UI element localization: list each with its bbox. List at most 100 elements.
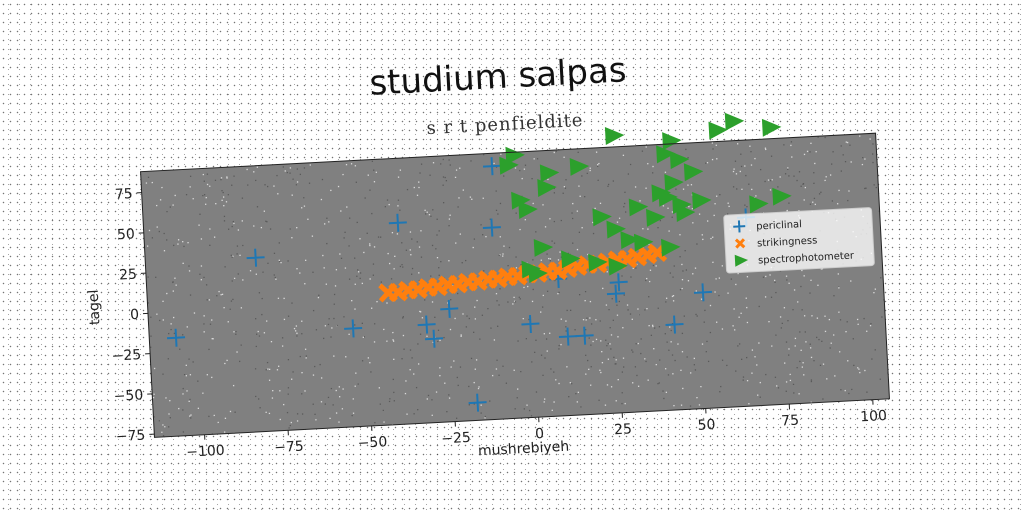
noise-speck [612, 180, 615, 182]
noise-speck [642, 228, 644, 230]
noise-speck [259, 407, 261, 409]
noise-speck [698, 213, 701, 215]
noise-speck [354, 385, 356, 387]
noise-speck [393, 391, 395, 394]
noise-speck [582, 318, 585, 321]
noise-speck [203, 194, 206, 196]
noise-speck [681, 287, 683, 290]
noise-speck [465, 326, 468, 328]
noise-speck [879, 378, 881, 380]
noise-speck [409, 249, 411, 251]
noise-speck [330, 387, 333, 390]
noise-speck [590, 366, 592, 368]
noise-speck [833, 295, 835, 297]
noise-speck [746, 205, 748, 208]
noise-speck [872, 161, 874, 164]
noise-speck [240, 344, 242, 346]
noise-speck [403, 348, 405, 350]
noise-speck [211, 376, 213, 379]
noise-speck [213, 414, 215, 417]
noise-speck [735, 370, 737, 372]
noise-speck [192, 198, 194, 200]
noise-speck [637, 308, 639, 310]
noise-speck [359, 272, 362, 274]
noise-speck [657, 382, 659, 385]
noise-speck [344, 231, 346, 234]
noise-speck [615, 359, 617, 361]
noise-speck [647, 379, 649, 381]
noise-speck [624, 191, 626, 194]
noise-speck [424, 299, 426, 301]
noise-speck [234, 411, 236, 413]
noise-speck [589, 167, 591, 169]
noise-speck [359, 277, 361, 280]
noise-speck [296, 181, 299, 183]
noise-speck [788, 348, 790, 350]
noise-speck [399, 265, 402, 268]
noise-speck [388, 262, 391, 265]
noise-speck [810, 142, 812, 145]
noise-speck [499, 202, 502, 205]
noise-speck [393, 358, 395, 361]
noise-speck [396, 233, 399, 235]
noise-speck [810, 279, 812, 281]
noise-speck [549, 258, 552, 260]
noise-speck [256, 206, 259, 208]
spectrophotometer-point [518, 201, 538, 219]
noise-speck [322, 254, 324, 257]
periclinal-point [167, 328, 186, 347]
noise-speck [693, 364, 696, 366]
noise-speck [172, 290, 174, 292]
noise-speck [507, 264, 509, 267]
noise-speck [627, 309, 629, 311]
noise-speck [616, 221, 619, 223]
noise-speck [483, 270, 485, 272]
noise-speck [402, 334, 405, 337]
noise-speck [271, 397, 274, 399]
noise-speck [664, 171, 667, 173]
noise-speck [499, 236, 501, 238]
noise-speck [615, 400, 617, 402]
noise-speck [265, 369, 267, 371]
noise-speck [450, 366, 452, 368]
noise-speck [658, 382, 660, 384]
noise-speck [187, 241, 189, 244]
noise-speck [706, 220, 709, 222]
noise-speck [535, 339, 537, 341]
noise-speck [182, 240, 184, 243]
noise-speck [726, 364, 728, 367]
noise-speck [200, 238, 203, 240]
noise-speck [394, 255, 396, 258]
noise-speck [846, 141, 849, 144]
noise-speck [711, 158, 714, 161]
noise-speck [287, 393, 289, 395]
noise-speck [255, 333, 258, 335]
noise-speck [702, 238, 704, 241]
noise-speck [485, 235, 487, 238]
noise-speck [237, 273, 239, 275]
noise-speck [830, 163, 833, 165]
noise-speck [688, 205, 690, 208]
noise-speck [558, 291, 560, 294]
noise-speck [601, 361, 604, 364]
noise-speck [802, 362, 804, 364]
noise-speck [182, 393, 184, 395]
noise-speck [798, 171, 801, 173]
noise-speck [845, 141, 848, 143]
noise-speck [318, 294, 320, 296]
noise-speck [409, 369, 411, 371]
noise-speck [600, 340, 602, 342]
noise-speck [765, 275, 767, 278]
noise-speck [575, 392, 577, 395]
noise-speck [730, 278, 733, 280]
noise-speck [645, 279, 647, 282]
chart-title: studium salpas [368, 50, 627, 103]
noise-speck [158, 420, 161, 422]
noise-speck [869, 324, 872, 327]
noise-speck [801, 269, 803, 272]
noise-speck [741, 188, 743, 190]
noise-speck [369, 244, 371, 247]
noise-speck [784, 173, 787, 175]
noise-speck [345, 163, 348, 166]
noise-speck [392, 340, 395, 342]
